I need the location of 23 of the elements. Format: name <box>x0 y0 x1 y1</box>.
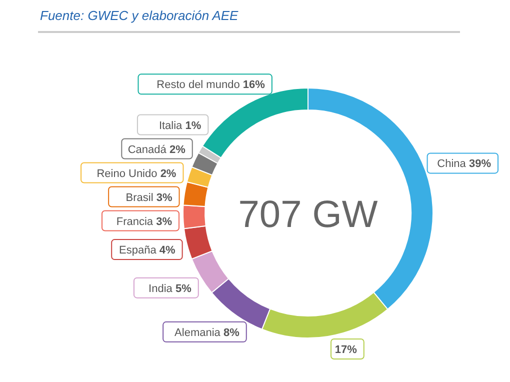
data-label: 8% <box>223 326 240 339</box>
slice-label: India <box>148 282 176 295</box>
slice-label: Resto del mundo <box>156 79 243 92</box>
data-label: 5% <box>175 282 192 295</box>
data-label: 4% <box>159 244 176 257</box>
data-label: 2% <box>169 144 186 156</box>
slice-label: Reino Unido <box>96 168 160 180</box>
slice-label: Alemania <box>174 326 224 339</box>
slice-label: Italia <box>158 120 186 132</box>
data-label: 16% <box>242 79 266 92</box>
data-label: 1% <box>185 120 202 132</box>
text: 707 GW <box>238 194 378 236</box>
data-label: 2% <box>160 168 176 180</box>
data-label: 3% <box>156 192 172 204</box>
slice-label: Francia <box>116 216 156 228</box>
slice-label: China <box>437 158 469 170</box>
data-label: 3% <box>156 216 172 228</box>
data-label: 39% <box>468 158 492 170</box>
slice-label: Brasil <box>126 192 156 204</box>
data-label: 17% <box>334 344 358 356</box>
slice-label: Canadá <box>128 144 170 156</box>
chart-subtitle: Fuente: GWEC y elaboración AEE <box>40 8 240 23</box>
slice-label: España <box>119 244 160 257</box>
